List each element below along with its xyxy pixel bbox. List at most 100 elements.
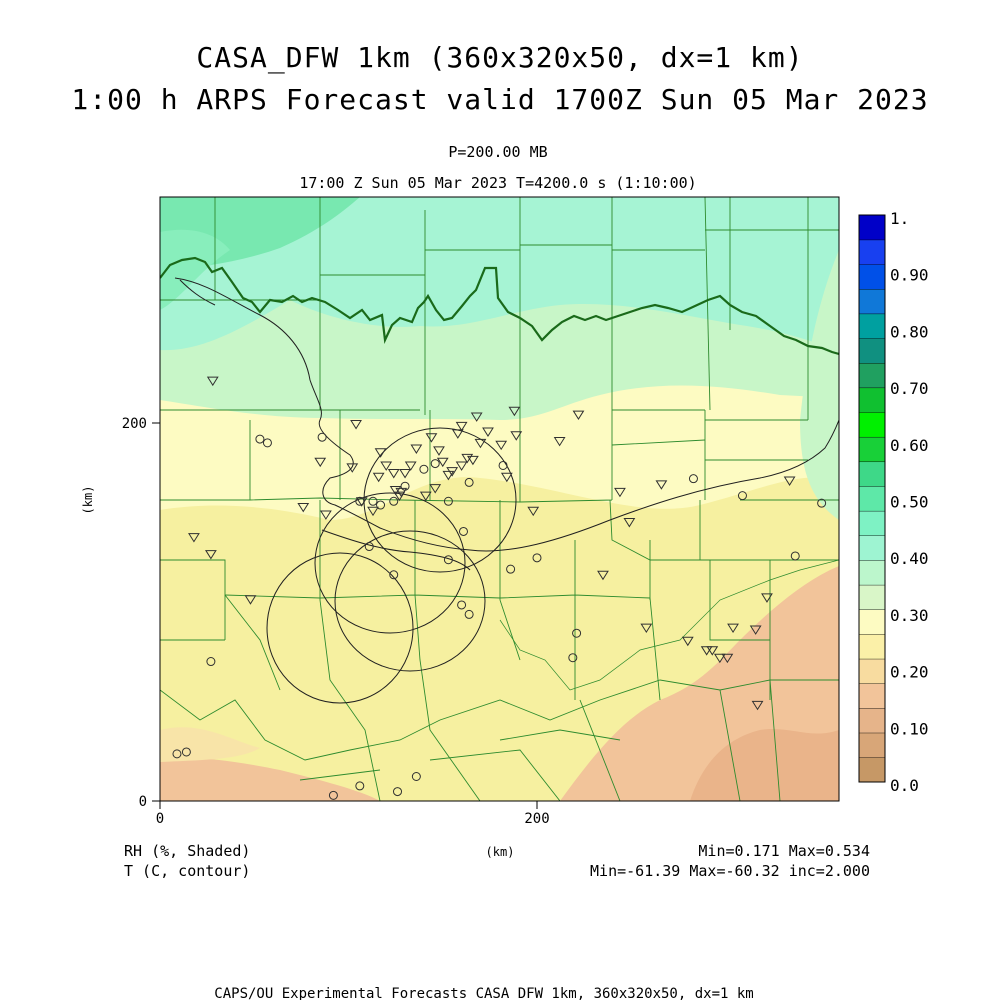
axis-ticks bbox=[152, 422, 538, 809]
station-triangle bbox=[783, 476, 796, 486]
footer-credit: CAPS/OU Experimental Forecasts CASA DFW … bbox=[214, 986, 753, 1000]
station-triangle bbox=[350, 420, 362, 430]
station-triangle bbox=[399, 469, 411, 479]
station-triangle bbox=[455, 421, 468, 432]
colorbar-swatch bbox=[858, 584, 886, 610]
station-circle bbox=[355, 781, 365, 791]
station-triangle bbox=[442, 470, 455, 481]
colorbar-swatch bbox=[858, 683, 886, 709]
station-triangle bbox=[451, 429, 464, 439]
station-circle bbox=[355, 496, 365, 506]
colorbar-frame bbox=[858, 214, 886, 783]
station-circle bbox=[328, 790, 338, 800]
x-tick-0: 0 bbox=[156, 811, 164, 827]
station-triangle bbox=[387, 469, 400, 479]
station-circle bbox=[206, 657, 216, 667]
station-circle bbox=[262, 438, 272, 448]
colorbar-swatch bbox=[858, 461, 886, 487]
station-triangle bbox=[455, 461, 468, 471]
t-contour-label: T (C, contour) bbox=[124, 862, 250, 880]
station-circle bbox=[457, 600, 467, 610]
station-triangle bbox=[380, 461, 393, 471]
station-triangle bbox=[527, 506, 540, 517]
colorbar-label: 0.30 bbox=[890, 606, 929, 625]
station-triangle bbox=[470, 412, 483, 422]
station-circle bbox=[181, 747, 191, 757]
station-circle bbox=[255, 434, 265, 444]
station-triangle bbox=[495, 440, 508, 451]
map-subtitle: 1:00 h ARPS Forecast valid 1700Z Sun 05 … bbox=[71, 83, 929, 116]
colorbar-label: 0.60 bbox=[890, 436, 929, 455]
colorbar-swatch bbox=[858, 658, 886, 684]
station-triangle bbox=[367, 506, 379, 517]
station-triangle bbox=[640, 623, 653, 634]
x-axis-label: (km) bbox=[486, 845, 515, 859]
station-triangle bbox=[206, 376, 219, 387]
station-circle bbox=[376, 500, 386, 510]
station-triangle bbox=[482, 427, 494, 437]
colorbar-swatch bbox=[858, 535, 886, 561]
station-triangle bbox=[761, 593, 773, 603]
station-circle bbox=[790, 551, 800, 561]
station-triangle bbox=[410, 444, 423, 454]
station-circle bbox=[464, 477, 474, 487]
station-circle bbox=[393, 787, 403, 797]
station-circle bbox=[506, 564, 516, 574]
colorbar-swatch bbox=[858, 609, 886, 635]
y-tick-0: 0 bbox=[139, 794, 147, 810]
pressure-level: P=200.00 MB bbox=[448, 143, 547, 161]
colorbar-swatch bbox=[858, 387, 886, 413]
station-triangle bbox=[244, 595, 257, 605]
colorbar-label: 0.0 bbox=[890, 776, 919, 795]
colorbar-label: 0.20 bbox=[890, 663, 929, 682]
station-triangle bbox=[467, 455, 479, 466]
station-triangle bbox=[419, 491, 432, 502]
colorbar-swatch bbox=[858, 707, 886, 734]
y-tick-200: 200 bbox=[122, 416, 147, 432]
colorbar-swatch bbox=[858, 485, 886, 512]
station-triangle bbox=[553, 436, 566, 447]
station-circle bbox=[172, 749, 182, 759]
colorbar-swatch bbox=[858, 510, 886, 536]
station-triangle bbox=[500, 472, 513, 483]
station-circle bbox=[364, 542, 374, 552]
colorbar: 1. 0.90 0.80 0.70 0.60 0.50 0.40 0.30 0.20 0.10 0.… bbox=[858, 209, 929, 795]
colorbar-swatch bbox=[858, 412, 886, 438]
station-triangle bbox=[188, 533, 200, 543]
rh-shading bbox=[160, 197, 839, 801]
colorbar-swatch bbox=[858, 436, 886, 463]
county-borders bbox=[160, 197, 839, 801]
colorbar-swatch bbox=[858, 313, 886, 339]
station-circle bbox=[443, 555, 453, 565]
colorbar-swatch bbox=[858, 264, 886, 290]
station-triangle bbox=[681, 636, 694, 647]
station-triangle bbox=[713, 653, 726, 664]
station-triangle bbox=[700, 646, 713, 656]
station-triangle bbox=[614, 487, 626, 498]
colorbar-swatch bbox=[858, 362, 886, 389]
station-triangle bbox=[204, 550, 217, 560]
station-triangle bbox=[508, 406, 521, 417]
colorbar-label: 0.40 bbox=[890, 549, 929, 568]
colorbar-swatch bbox=[858, 633, 886, 660]
colorbar-swatch bbox=[858, 338, 886, 364]
x-tick-200: 200 bbox=[524, 811, 549, 827]
station-triangle bbox=[474, 438, 487, 449]
colorbar-swatch bbox=[858, 288, 886, 315]
rh-stats: Min=0.171 Max=0.534 bbox=[698, 842, 870, 860]
colorbar-label: 0.70 bbox=[890, 379, 929, 398]
t-stats: Min=-61.39 Max=-60.32 inc=2.000 bbox=[590, 862, 870, 880]
station-triangle bbox=[446, 467, 459, 477]
colorbar-swatch bbox=[858, 559, 886, 586]
station-circle bbox=[368, 496, 378, 506]
station-triangle bbox=[372, 472, 385, 483]
station-circle bbox=[389, 570, 399, 580]
station-triangle bbox=[297, 502, 310, 513]
station-markers bbox=[172, 376, 827, 800]
station-circle bbox=[400, 481, 410, 491]
station-circle bbox=[688, 474, 698, 484]
station-circle bbox=[572, 628, 582, 638]
station-circle bbox=[464, 609, 474, 619]
rh-shaded-label: RH (%, Shaded) bbox=[124, 842, 250, 860]
